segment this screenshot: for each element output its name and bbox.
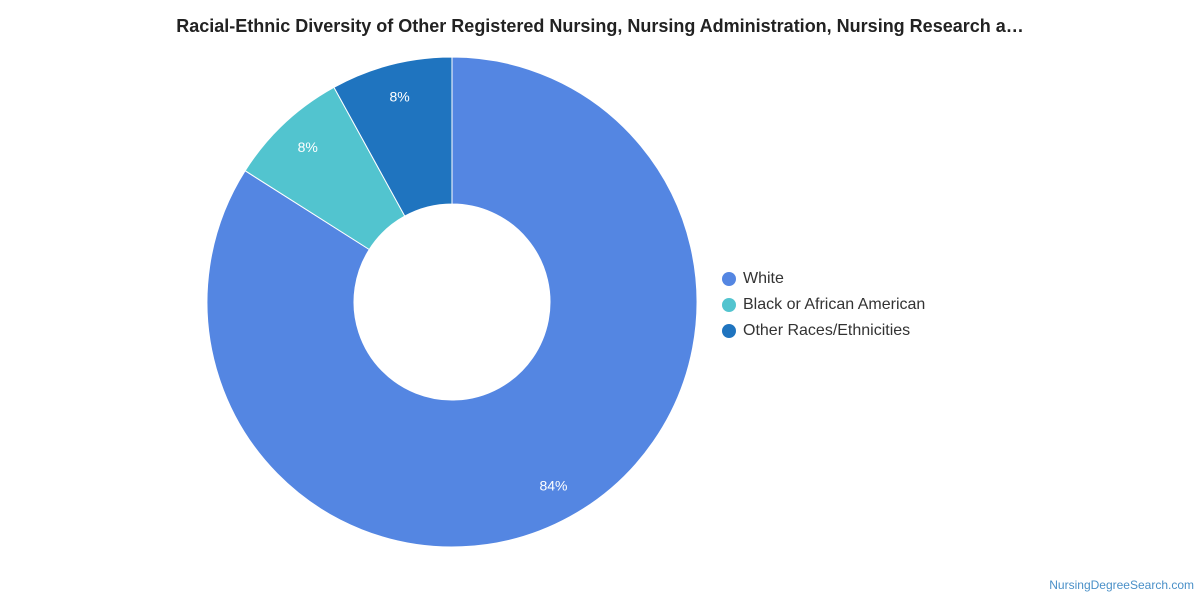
data-label-black-or-african-american: 8%: [298, 139, 318, 155]
legend-swatch-other-races-ethnicities: [722, 324, 736, 338]
site-watermark[interactable]: NursingDegreeSearch.com: [1049, 578, 1194, 592]
data-label-white: 84%: [539, 477, 567, 493]
chart-legend: White Black or African American Other Ra…: [722, 266, 925, 344]
legend-swatch-white: [722, 272, 736, 286]
donut-slices: [206, 56, 698, 548]
chart-title: Racial-Ethnic Diversity of Other Registe…: [176, 16, 1024, 36]
legend-item-white[interactable]: White: [722, 266, 925, 292]
data-label-other-races-ethnicities: 8%: [389, 89, 409, 105]
legend-item-black-or-african-american[interactable]: Black or African American: [722, 292, 925, 318]
legend-label-black-or-african-american: Black or African American: [743, 296, 926, 313]
legend-swatch-black-or-african-american: [722, 298, 736, 312]
donut-slice-other-races-ethnicities[interactable]: [333, 56, 453, 217]
donut-slice-white[interactable]: [206, 56, 698, 548]
legend-item-other-races-ethnicities[interactable]: Other Races/Ethnicities: [722, 318, 925, 344]
legend-label-white: White: [743, 270, 784, 287]
donut-data-labels: 84% 8% 8%: [298, 89, 568, 494]
legend-label-other-races-ethnicities: Other Races/Ethnicities: [743, 322, 911, 339]
